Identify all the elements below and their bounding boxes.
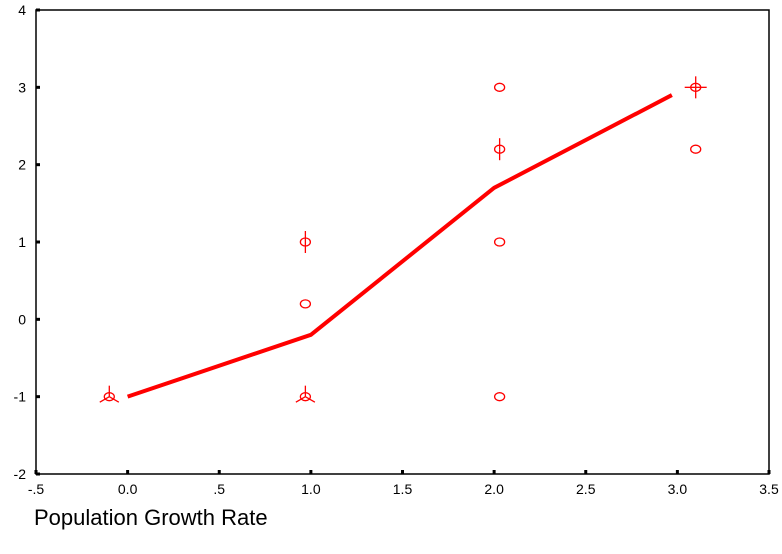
x-tick-label: 0.0 bbox=[118, 481, 138, 497]
sunflower-petal bbox=[295, 396, 306, 403]
x-tick-label: -.5 bbox=[28, 481, 45, 497]
y-tick-label: 0 bbox=[18, 311, 26, 327]
y-tick-label: -2 bbox=[14, 466, 27, 482]
x-tick-label: 2.0 bbox=[484, 481, 504, 497]
sunflower-point bbox=[493, 392, 506, 402]
y-tick-label: 4 bbox=[18, 2, 26, 18]
x-tick-label: 1.5 bbox=[393, 481, 413, 497]
x-tick-label: 2.5 bbox=[576, 481, 596, 497]
x-tick-label: 3.5 bbox=[759, 481, 779, 497]
x-tick-label: 3.0 bbox=[668, 481, 688, 497]
y-tick-label: 3 bbox=[18, 79, 26, 95]
x-tick-label: .5 bbox=[213, 481, 225, 497]
sunflower-point bbox=[299, 299, 312, 309]
fit-line bbox=[126, 93, 673, 399]
sunflower-petal bbox=[108, 396, 120, 403]
plot-frame bbox=[35, 9, 770, 475]
sunflower-point bbox=[493, 237, 506, 247]
sunflower-point bbox=[493, 82, 506, 92]
y-tick-label: -1 bbox=[14, 389, 27, 405]
x-tick-label: 1.0 bbox=[301, 481, 321, 497]
sunflower-petal bbox=[305, 396, 316, 403]
y-tick-label: 2 bbox=[18, 157, 26, 173]
x-axis-label: Population Growth Rate bbox=[34, 505, 268, 530]
y-tick-label: 1 bbox=[18, 234, 26, 250]
sunflower-point bbox=[690, 144, 702, 154]
sunflower-petal bbox=[99, 396, 110, 403]
